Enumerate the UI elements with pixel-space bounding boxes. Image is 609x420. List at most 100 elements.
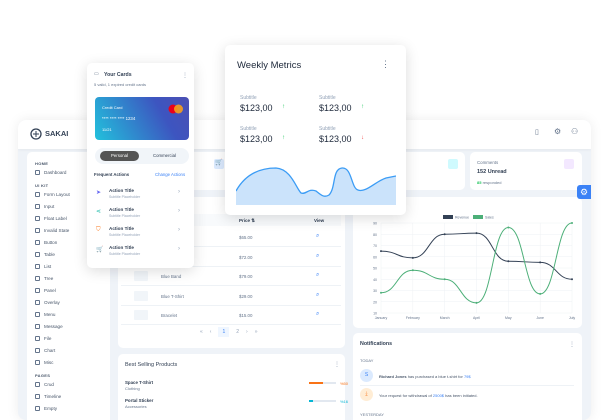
notification-amount: 2500$ xyxy=(432,393,445,398)
menu-item-icon xyxy=(35,336,40,341)
sidebar-item[interactable]: Form Layout xyxy=(35,192,70,197)
config-gear-button[interactable]: ⚙ xyxy=(577,185,591,199)
sidebar-item[interactable]: Input xyxy=(35,204,54,209)
last-page-button[interactable]: » xyxy=(254,329,258,335)
sidebar-item[interactable]: Crud xyxy=(35,382,54,387)
card-label: Credit Card xyxy=(102,105,123,110)
sidebar-item[interactable]: File xyxy=(35,336,51,341)
best-selling-card: Best Selling Products ⋮ Space T-Shirt Clo… xyxy=(118,354,349,420)
sidebar-item[interactable]: Dashboard xyxy=(35,170,66,175)
sidebar-item[interactable]: Menu xyxy=(35,312,56,317)
search-icon[interactable]: ⌕ xyxy=(316,311,320,317)
user-icon[interactable]: ⚇ xyxy=(571,127,579,136)
product-image xyxy=(134,310,148,320)
change-actions-link[interactable]: Change Actions xyxy=(155,172,186,177)
menu-item-icon xyxy=(35,394,40,399)
legend-swatch xyxy=(473,215,483,219)
sidebar-item-label: Panel xyxy=(44,288,56,293)
sidebar-item-label: Invalid State xyxy=(44,228,70,233)
share-icon: ⋖ xyxy=(96,209,102,215)
credit-card[interactable]: Credit Card **** **** **** 1234 11/21 xyxy=(95,97,189,140)
your-cards-title: Your Cards xyxy=(104,72,132,78)
sidebar-item[interactable]: Overlay xyxy=(35,300,60,305)
cart-icon: 🛒 xyxy=(96,247,104,253)
frequent-actions-title: Frequent Actions xyxy=(94,172,130,177)
search-icon[interactable]: ⌕ xyxy=(316,291,320,298)
sidebar-item[interactable]: Misc xyxy=(35,360,53,365)
notification-text: has purchased a blue t-shirt for xyxy=(406,374,464,379)
sidebar-item[interactable]: Chart xyxy=(35,348,55,353)
action-item[interactable]: ⛉ Action Title Subtitle Placeholder › xyxy=(87,224,194,242)
action-item[interactable]: 🛒 Action Title Subtitle Placeholder › xyxy=(87,243,194,261)
sidebar-item[interactable]: Invalid State xyxy=(35,228,69,233)
stat-label: Comments xyxy=(477,160,499,165)
sidebar-item[interactable]: Message xyxy=(35,324,63,329)
menu-item-icon xyxy=(35,192,40,197)
progress-label: %16 xyxy=(340,399,349,404)
price-header[interactable]: Price ⇅ xyxy=(239,218,256,223)
sidebar-item[interactable]: Float Label xyxy=(35,216,67,221)
card-type-toggle: Personal Commercial xyxy=(95,148,189,164)
notification-amount: 79$ xyxy=(463,374,471,379)
next-page-button[interactable]: › xyxy=(246,329,248,335)
data-point xyxy=(571,278,573,281)
action-item[interactable]: ⋖ Action Title Subtitle Placeholder › xyxy=(87,205,194,223)
data-point xyxy=(539,292,542,295)
chevron-right-icon: › xyxy=(178,227,180,233)
sidebar-item-label: Dashboard xyxy=(44,170,67,175)
menu-item-icon xyxy=(35,300,40,305)
data-point xyxy=(411,269,414,272)
action-item[interactable]: ➤ Action Title Subtitle Placeholder › xyxy=(87,186,194,204)
menu-item-icon xyxy=(35,348,40,353)
product-name: Blue T-Shirt xyxy=(161,293,184,299)
notifications-card: Notifications ⋮ TODAY S Richard Jones ha… xyxy=(353,333,582,420)
sidebar-item[interactable]: Button xyxy=(35,240,57,245)
more-icon[interactable]: ⋮ xyxy=(334,362,340,368)
x-tick-label: June xyxy=(536,316,544,320)
metric-label: Subtitle xyxy=(240,95,257,101)
notification-item[interactable]: Richard Jones has purchased a blue t-shi… xyxy=(379,374,471,379)
table-row: Blue T-Shirt $29.00 ⌕ xyxy=(121,287,341,306)
sidebar-item[interactable]: Table xyxy=(35,252,55,257)
card-number: **** **** **** 1234 xyxy=(102,116,136,121)
tab-personal[interactable]: Personal xyxy=(100,151,139,161)
more-icon[interactable]: ⋮ xyxy=(182,73,188,79)
y-tick-label: 80 xyxy=(373,233,377,237)
x-tick-label: April xyxy=(473,316,480,320)
x-tick-label: July xyxy=(569,316,575,320)
search-icon[interactable]: ⌕ xyxy=(316,252,320,259)
menu-item-icon xyxy=(35,360,40,365)
more-icon[interactable]: ⋮ xyxy=(569,342,575,348)
search-icon[interactable]: ⌕ xyxy=(316,233,320,239)
product-name: Blue Band xyxy=(161,274,182,279)
sidebar-item[interactable]: Timeline xyxy=(35,394,61,399)
sidebar-item-label: Timeline xyxy=(44,394,62,399)
notification-item[interactable]: Your request for withdrawal of 2500$ has… xyxy=(379,393,478,398)
page-1-button[interactable]: 1 xyxy=(218,327,230,337)
sidebar-item-label: Input xyxy=(44,204,55,209)
notifications-title: Notifications xyxy=(360,341,393,347)
logo-icon xyxy=(30,128,42,140)
best-selling-title: Best Selling Products xyxy=(125,362,178,368)
tab-commercial[interactable]: Commercial xyxy=(153,153,176,158)
divider xyxy=(360,385,574,386)
calendar-icon[interactable]: ▯ xyxy=(535,129,539,136)
more-icon[interactable]: ⋮ xyxy=(381,59,390,69)
sidebar-item[interactable]: Tree xyxy=(35,276,53,281)
sidebar-item[interactable]: Empty xyxy=(35,406,57,411)
y-tick-label: 90 xyxy=(373,222,377,226)
card-expiry: 11/21 xyxy=(102,127,112,132)
progress-fill xyxy=(309,400,314,402)
sidebar-item-label: Message xyxy=(44,324,63,329)
settings-icon[interactable]: ⚙ xyxy=(554,127,562,136)
sidebar-item[interactable]: List xyxy=(35,264,51,269)
sidebar-item[interactable]: Panel xyxy=(35,288,56,293)
search-icon[interactable]: ⌕ xyxy=(316,272,320,278)
first-page-button[interactable]: « xyxy=(200,329,203,335)
product-price: $29.00 xyxy=(239,293,253,299)
sidebar-item-label: File xyxy=(44,336,52,341)
prev-page-button[interactable]: ‹ xyxy=(209,329,212,335)
page-2-button[interactable]: 2 xyxy=(236,329,240,335)
menu-item-icon xyxy=(35,228,40,233)
